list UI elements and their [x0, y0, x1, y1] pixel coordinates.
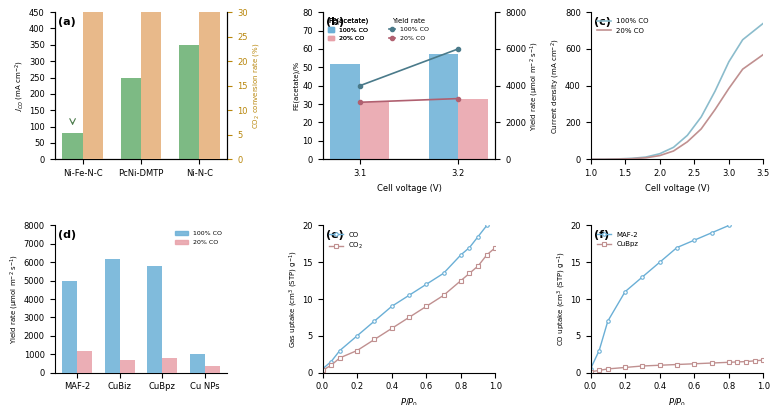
X-axis label: $P/P_0$: $P/P_0$	[400, 397, 418, 405]
Bar	[179, 45, 199, 159]
Bar	[62, 133, 83, 159]
Legend: 100% CO, 20% CO: 100% CO, 20% CO	[173, 228, 224, 247]
Text: (d): (d)	[58, 230, 76, 240]
Bar	[205, 366, 220, 373]
Bar	[428, 54, 458, 159]
Legend: 100% CO, 20% CO: 100% CO, 20% CO	[326, 15, 371, 44]
Y-axis label: Yield rate (μmol m$^{-2}$ s$^{-1}$): Yield rate (μmol m$^{-2}$ s$^{-1}$)	[529, 41, 541, 131]
Bar	[83, 0, 103, 159]
Y-axis label: Yield rate (μmol m$^{-2}$ s$^{-1}$): Yield rate (μmol m$^{-2}$ s$^{-1}$)	[9, 254, 21, 344]
Text: (a): (a)	[58, 17, 76, 27]
X-axis label: Cell voltage (V): Cell voltage (V)	[376, 183, 442, 192]
Y-axis label: $J_{CO}$ (mA cm$^{-2}$): $J_{CO}$ (mA cm$^{-2}$)	[14, 60, 26, 112]
Bar	[360, 102, 390, 159]
Bar	[121, 77, 141, 159]
Y-axis label: CO$_2$ conversion rate (%): CO$_2$ conversion rate (%)	[251, 43, 260, 129]
X-axis label: Cell voltage (V): Cell voltage (V)	[644, 183, 710, 192]
Text: (b): (b)	[326, 17, 344, 27]
Y-axis label: FE(acetate)/%: FE(acetate)/%	[293, 61, 299, 110]
Legend: CO, CO$_2$: CO, CO$_2$	[326, 229, 366, 254]
Y-axis label: Gas uptake (cm$^3$ (STP) g$^{-1}$): Gas uptake (cm$^3$ (STP) g$^{-1}$)	[287, 250, 299, 348]
Bar	[120, 360, 135, 373]
Text: (f): (f)	[594, 230, 609, 240]
Y-axis label: Current density (mA cm$^{-2}$): Current density (mA cm$^{-2}$)	[550, 38, 562, 134]
Bar	[62, 281, 77, 373]
Text: (c): (c)	[594, 17, 611, 27]
Bar	[199, 0, 220, 159]
Bar	[162, 358, 177, 373]
Bar	[458, 98, 488, 159]
Bar	[147, 266, 162, 373]
X-axis label: $P/P_0$: $P/P_0$	[668, 397, 686, 405]
Text: (e): (e)	[326, 230, 344, 240]
Legend: 100% CO, 20% CO: 100% CO, 20% CO	[594, 16, 651, 36]
Y-axis label: CO uptake (cm$^3$ (STP) g$^{-1}$): CO uptake (cm$^3$ (STP) g$^{-1}$)	[555, 252, 568, 346]
Legend: 100% CO, 20% CO: 100% CO, 20% CO	[386, 15, 432, 43]
Bar	[190, 354, 205, 373]
Bar	[77, 351, 92, 373]
Legend: MAF-2, CuBpz: MAF-2, CuBpz	[594, 229, 641, 250]
Bar	[330, 64, 360, 159]
Bar	[141, 0, 161, 159]
Bar	[105, 258, 120, 373]
